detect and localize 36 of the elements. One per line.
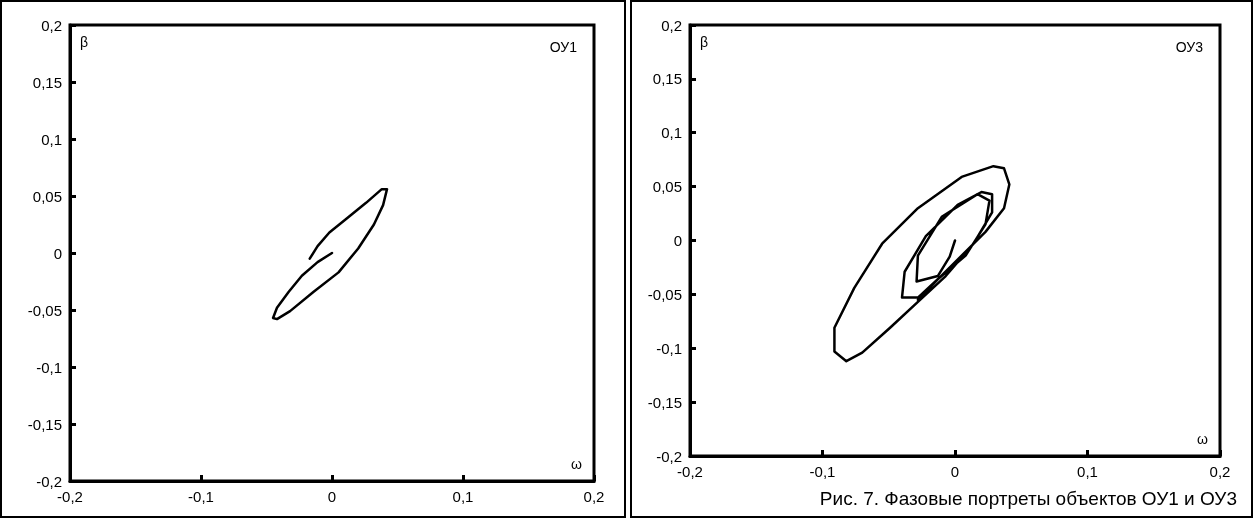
text: Рис. 7. Фазовые портреты объектов ОУ1 и ОУ3 <box>819 488 1237 509</box>
x-axis-title: ω <box>571 456 583 472</box>
x-tick-label: 0 <box>950 463 960 480</box>
x-tick-label: 0,1 <box>1077 463 1098 480</box>
x-tick-label: -0,2 <box>677 463 703 480</box>
x-tick-label: 0,1 <box>452 488 474 505</box>
y-tick-label: 0,15 <box>652 70 682 88</box>
x-tick-label: -0,1 <box>809 463 836 480</box>
y-tick-label: 0 <box>53 244 62 262</box>
line-series <box>833 164 1011 363</box>
y-tick-label: -0,05 <box>647 285 682 303</box>
y-tick-label: 0,1 <box>661 124 682 142</box>
y-tick-label: -0,1 <box>656 339 682 357</box>
y-tick-label: -0,15 <box>647 393 682 411</box>
y-tick-label: 0,2 <box>41 16 62 34</box>
y-tick-label: -0,05 <box>27 301 62 319</box>
x-axis-title: ω <box>1197 431 1209 447</box>
y-tick-label: 0,2 <box>661 16 682 34</box>
y-tick-label: -0,2 <box>656 447 682 465</box>
text: ОУ3 <box>1175 39 1204 55</box>
x-tick-label: 0,2 <box>1209 463 1231 480</box>
line-series <box>271 187 389 321</box>
y-tick-label: 0,15 <box>32 73 62 91</box>
x-tick-label: 0 <box>327 488 337 505</box>
y-tick-label: -0,15 <box>27 415 62 433</box>
x-tick-label: -0,2 <box>57 488 83 505</box>
y-tick-label: 0,05 <box>32 187 62 205</box>
y-tick-label: 0,05 <box>652 178 682 196</box>
x-tick-label: 0,2 <box>583 488 605 505</box>
x-tick-label: -0,1 <box>188 488 214 505</box>
y-axis-title: β <box>700 34 709 50</box>
y-tick-label: -0,1 <box>36 358 62 376</box>
y-axis-title: β <box>80 34 89 50</box>
y-tick-label: 0 <box>673 232 682 249</box>
text: ОУ1 <box>549 39 578 55</box>
y-tick-label: 0,1 <box>41 130 62 148</box>
